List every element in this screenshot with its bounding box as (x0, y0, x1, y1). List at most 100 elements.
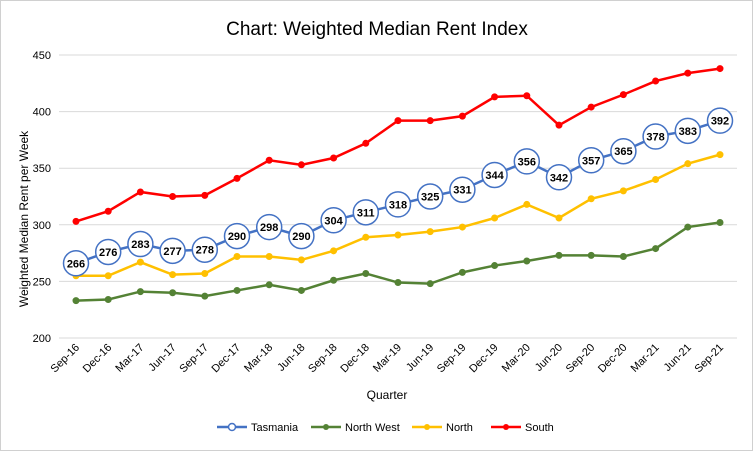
legend-item-north-west: North West (311, 422, 400, 434)
data-point (201, 292, 209, 300)
legend-marker (424, 424, 430, 430)
data-point (619, 91, 627, 99)
data-point (169, 193, 177, 200)
data-point (555, 121, 563, 129)
data-label: 365 (614, 146, 632, 158)
data-point (169, 289, 177, 297)
legend-item-tasmania: Tasmania (217, 422, 299, 434)
data-label-bubble (449, 176, 476, 203)
data-point (394, 231, 402, 239)
x-axis-title: Quarter (367, 388, 408, 402)
x-tick-label: Dec-17 (210, 342, 244, 376)
data-point (265, 156, 273, 164)
data-point (136, 188, 144, 196)
data-label-bubble (610, 137, 637, 165)
legend: Tasmania North West North South (217, 422, 554, 434)
legend-marker (503, 424, 509, 430)
legend-item-north: North (412, 422, 473, 434)
x-tick-label: Jun-19 (404, 342, 436, 374)
data-point (265, 281, 273, 289)
data-label-bubble (288, 222, 315, 250)
data-point (233, 286, 241, 294)
data-point (523, 92, 531, 100)
data-point (72, 217, 80, 225)
data-point (458, 223, 466, 231)
data-label-bubble (577, 147, 605, 174)
y-tick-label: 350 (33, 163, 51, 175)
data-point (619, 252, 627, 260)
data-label-bubble (545, 164, 573, 191)
x-tick-label: Mar-18 (242, 342, 275, 375)
data-point (362, 233, 370, 241)
data-label-bubble (127, 230, 154, 258)
data-label-bubble (384, 191, 412, 218)
data-point (652, 245, 660, 253)
data-point (587, 251, 595, 259)
series-north-west (72, 219, 724, 305)
data-point (555, 251, 563, 259)
legend-marker (323, 424, 329, 430)
x-tick-label: Mar-17 (113, 342, 146, 375)
x-tick-label: Sep-21 (693, 342, 727, 376)
y-tick-label: 250 (33, 276, 51, 288)
x-tick-label: Sep-20 (564, 342, 598, 376)
x-tick-label: Sep-18 (306, 342, 340, 376)
data-label: 383 (679, 126, 697, 138)
data-label: 283 (131, 239, 149, 251)
data-point (330, 247, 338, 255)
data-point (523, 257, 531, 265)
data-labels: 266 276 283 277 278 290 298 290 304 311 318 325 331 3… (62, 107, 734, 277)
data-point (491, 93, 499, 101)
data-point (652, 77, 660, 85)
data-label: 298 (260, 222, 278, 234)
legend-label: North West (345, 422, 400, 434)
data-point (619, 187, 627, 195)
data-label: 290 (292, 231, 310, 243)
data-point (201, 191, 209, 199)
data-label-bubble (513, 148, 541, 175)
x-tick-label: Sep-16 (49, 342, 83, 376)
data-point (491, 214, 499, 222)
data-label-bubble (706, 107, 734, 134)
data-point (297, 161, 305, 169)
x-tick-label: Dec-16 (81, 342, 115, 376)
y-tick-label: 200 (33, 333, 51, 345)
data-label-bubble (191, 236, 219, 263)
data-label-bubble (159, 237, 186, 265)
data-label: 266 (67, 258, 85, 270)
data-point (458, 268, 466, 276)
legend-label: Tasmania (251, 422, 299, 434)
data-point (555, 214, 563, 222)
data-label: 276 (99, 247, 117, 259)
data-point (136, 288, 144, 296)
data-point (523, 200, 531, 208)
data-point (587, 195, 595, 203)
data-label: 278 (196, 245, 214, 257)
data-label-bubble (94, 238, 122, 266)
series-north (72, 151, 724, 280)
data-point (716, 65, 724, 73)
data-point (587, 103, 595, 111)
x-tick-label: Sep-19 (435, 342, 469, 376)
data-label-bubble (62, 250, 90, 277)
data-point (652, 176, 660, 184)
x-tick-label: Dec-20 (596, 342, 630, 376)
x-tick-label: Mar-20 (500, 342, 533, 375)
data-label-bubble (674, 117, 702, 145)
x-tick-label: Dec-19 (467, 342, 501, 376)
x-tick-label: Jun-21 (662, 342, 694, 374)
data-label: 304 (324, 215, 343, 227)
data-point (394, 117, 402, 125)
data-point (426, 117, 434, 125)
data-label-bubble (352, 199, 380, 226)
data-point (458, 112, 466, 120)
data-point (426, 228, 434, 236)
data-label: 344 (485, 170, 504, 182)
legend-marker (227, 422, 237, 432)
data-point (716, 219, 724, 227)
data-label: 331 (453, 185, 471, 197)
data-label-bubble (255, 213, 283, 241)
data-point (233, 252, 241, 260)
data-point (684, 223, 692, 231)
data-point (201, 269, 209, 277)
